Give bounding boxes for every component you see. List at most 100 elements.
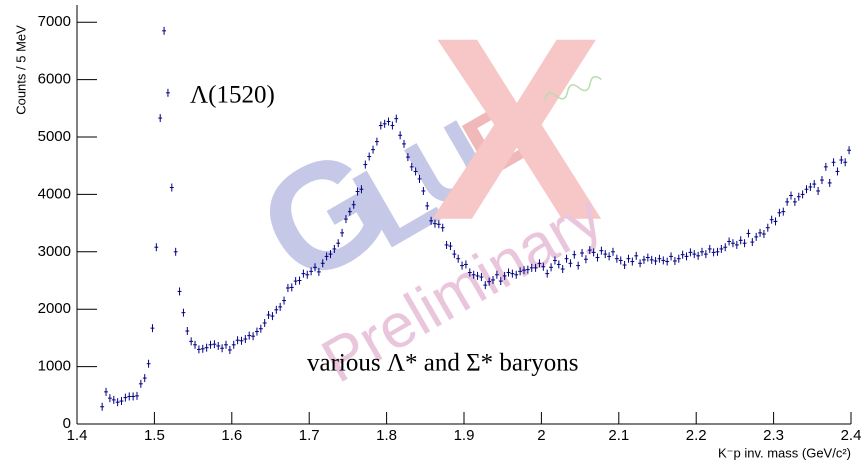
data-point: [123, 393, 128, 402]
annotation: Λ(1520): [190, 82, 275, 109]
data-point: [270, 312, 275, 321]
data-point: [336, 239, 341, 248]
data-point: [789, 191, 793, 200]
data-point: [525, 265, 530, 274]
data-point: [227, 345, 232, 354]
data-point: [835, 167, 840, 176]
y-tick-label: 6000: [38, 71, 71, 88]
data-point: [135, 391, 139, 400]
data-point: [444, 240, 449, 249]
data-point: [467, 268, 472, 277]
data-point: [754, 232, 759, 241]
data-point: [169, 183, 174, 192]
y-tick-label: 3000: [38, 243, 71, 260]
data-point: [595, 253, 600, 262]
data-point: [239, 336, 244, 345]
data-point: [626, 254, 631, 263]
data-point: [367, 152, 372, 161]
data-point: [158, 114, 163, 123]
data-point: [642, 255, 646, 264]
data-point: [332, 244, 337, 253]
data-point: [173, 247, 178, 256]
data-point: [533, 263, 538, 272]
y-axis-label: Counts / 5 MeV: [13, 25, 28, 115]
data-point: [761, 230, 766, 239]
data-point: [285, 283, 290, 292]
data-point: [487, 277, 492, 286]
data-point: [440, 223, 445, 232]
data-point: [456, 254, 461, 263]
data-point: [309, 267, 314, 276]
data-point: [634, 251, 639, 260]
logo-wave: [544, 75, 602, 101]
data-point: [707, 244, 712, 253]
data-point: [731, 239, 735, 248]
data-point: [800, 190, 805, 199]
data-point: [618, 256, 623, 265]
data-point: [289, 283, 294, 292]
data-point: [564, 254, 569, 263]
data-point: [502, 271, 507, 280]
annotation: various Λ* and Σ* baryons: [307, 350, 579, 377]
data-point: [378, 121, 383, 130]
data-point: [235, 336, 240, 345]
data-point: [653, 256, 658, 265]
data-point: [363, 160, 368, 169]
data-point: [305, 270, 310, 279]
data-point: [216, 341, 221, 350]
data-point: [719, 244, 724, 253]
data-point: [448, 242, 453, 251]
data-point: [785, 197, 790, 206]
data-point: [402, 139, 406, 148]
data-point: [421, 186, 426, 195]
data-point: [715, 247, 720, 256]
data-point: [812, 180, 817, 189]
data-point: [258, 324, 263, 333]
data-point: [196, 345, 201, 354]
data-point: [405, 153, 410, 162]
x-tick-label: 1.6: [221, 427, 242, 444]
data-point: [796, 192, 801, 201]
y-tick-label: 1000: [38, 358, 71, 375]
data-point: [560, 265, 565, 274]
data-point: [320, 259, 325, 268]
data-point: [611, 247, 615, 256]
data-point: [553, 256, 557, 265]
data-point: [614, 254, 619, 263]
data-point: [580, 248, 584, 257]
data-point: [765, 223, 770, 232]
data-point: [816, 186, 821, 195]
data-point: [831, 158, 836, 167]
data-point: [231, 340, 236, 349]
data-point: [638, 259, 643, 268]
data-point: [711, 248, 716, 257]
data-point: [696, 251, 701, 260]
data-point: [676, 254, 681, 263]
data-point: [324, 252, 329, 261]
data-point: [680, 250, 685, 259]
data-point: [274, 305, 279, 314]
data-point: [599, 246, 604, 255]
data-point: [138, 379, 143, 388]
data-point: [127, 392, 132, 401]
data-point: [347, 207, 352, 216]
data-point: [804, 185, 809, 194]
data-point: [603, 250, 608, 259]
data-point: [742, 239, 747, 248]
x-tick-label: 1.7: [299, 427, 320, 444]
data-point: [131, 392, 136, 401]
data-point: [545, 269, 550, 278]
data-point: [529, 263, 534, 272]
data-point: [251, 332, 256, 341]
data-point: [773, 217, 778, 226]
data-point: [758, 228, 762, 237]
data-point: [293, 277, 298, 286]
data-point: [684, 252, 689, 261]
data-point: [703, 250, 708, 259]
data-point: [781, 207, 786, 216]
data-point: [150, 324, 155, 333]
data-point: [688, 248, 693, 257]
data-point: [522, 266, 526, 275]
